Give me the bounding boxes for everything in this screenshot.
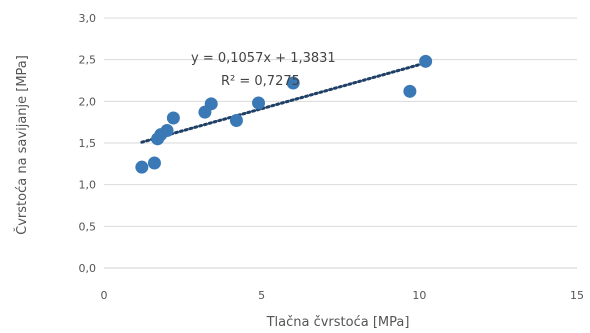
x-tick-label: 10 xyxy=(412,289,426,302)
data-point xyxy=(252,96,266,110)
y-tick-label: 1,5 xyxy=(79,137,97,150)
x-tick-label: 15 xyxy=(570,289,584,302)
y-tick-labels: 0,0 0,5 1,0 1,5 2,0 2,5 3,0 xyxy=(79,12,97,275)
y-tick-label: 0,5 xyxy=(79,220,97,233)
y-tick-label: 2,0 xyxy=(79,95,97,108)
y-axis-title: Čvrstoća na savijanje [MPa] xyxy=(14,55,30,235)
data-point xyxy=(147,156,161,170)
x-axis-title: Tlačna čvrstoća [MPa] xyxy=(266,315,410,330)
data-point xyxy=(160,124,174,137)
data-point xyxy=(204,97,218,111)
y-tick-label: 1,0 xyxy=(79,179,97,192)
data-point xyxy=(166,111,180,125)
x-tick-label: 5 xyxy=(258,289,265,302)
data-point xyxy=(135,160,149,174)
data-points xyxy=(135,54,433,174)
trendline-equation: y = 0,1057x + 1,3831 xyxy=(191,51,336,66)
x-tick-label: 0 xyxy=(101,289,108,302)
data-point xyxy=(403,84,417,98)
x-tick-labels: 0 5 10 15 xyxy=(101,289,585,302)
y-tick-label: 3,0 xyxy=(79,12,97,25)
y-tick-label: 0,0 xyxy=(79,262,97,275)
data-point xyxy=(419,54,433,68)
r-squared-label: R² = 0,7275 xyxy=(221,74,300,89)
trendline xyxy=(140,61,428,144)
gridlines xyxy=(104,17,577,227)
data-point xyxy=(229,114,243,127)
y-tick-label: 2,5 xyxy=(79,54,97,67)
data-point xyxy=(286,76,300,90)
